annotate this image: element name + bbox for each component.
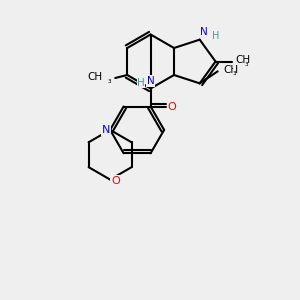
Text: N: N — [101, 125, 110, 135]
Text: O: O — [167, 101, 176, 112]
Text: N: N — [147, 76, 154, 86]
Text: ₃: ₃ — [244, 59, 248, 68]
Text: ₃: ₃ — [233, 68, 236, 77]
Text: H: H — [212, 31, 219, 41]
Text: O: O — [111, 176, 120, 186]
Text: H: H — [137, 77, 145, 88]
Text: N: N — [200, 27, 208, 37]
Text: CH: CH — [235, 55, 250, 65]
Text: CH: CH — [223, 65, 238, 75]
Text: ₃: ₃ — [108, 76, 112, 85]
Text: CH: CH — [88, 71, 103, 82]
